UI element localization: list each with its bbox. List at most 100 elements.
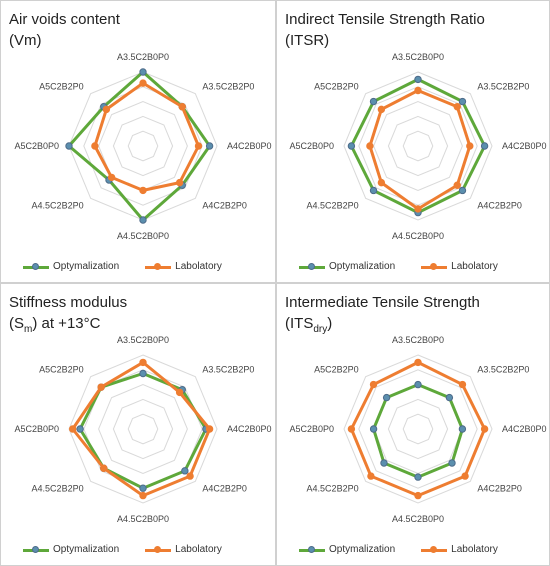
data-point xyxy=(480,142,489,150)
radar-chart: A3.5C2B0P0 A3.5C2B2P0 A4C2B0P0 A4C2B2P0 A4.5… xyxy=(14,52,271,241)
axis-label: A5C2B2P0 xyxy=(314,365,359,375)
axis-label: A5C2B2P0 xyxy=(314,82,359,92)
legend-label: Labolatory xyxy=(175,544,222,555)
data-point xyxy=(414,380,422,389)
legend-label: Labolatory xyxy=(451,261,498,272)
legend: Optymalization Labolatory xyxy=(299,261,498,272)
data-point xyxy=(175,178,184,187)
data-point xyxy=(139,484,147,492)
chart-title: Air voids content (Vm) xyxy=(9,11,120,49)
axis-label: A5C2B2P0 xyxy=(39,82,84,92)
data-point xyxy=(414,75,422,84)
data-point xyxy=(175,388,184,397)
legend-swatch-labolatory xyxy=(421,262,448,271)
data-point xyxy=(458,380,467,389)
legend-item-labolatory: Labolatory xyxy=(145,544,222,555)
chart-panel-its-dry: A3.5C2B0P0 A3.5C2B2P0 A4C2B0P0 A4C2B2P0 A4.5… xyxy=(276,283,550,566)
axis-label: A4C2B2P0 xyxy=(202,483,247,493)
legend-swatch-optymalization xyxy=(299,545,325,554)
data-point xyxy=(205,425,214,433)
data-point xyxy=(178,103,186,111)
legend-swatch-labolatory xyxy=(145,545,172,554)
grid-ring xyxy=(98,384,188,474)
chart-title: Intermediate Tensile Strength (ITSdry) xyxy=(285,294,480,335)
data-point xyxy=(76,425,84,433)
axis-label: A5C2B0P0 xyxy=(289,424,334,434)
axis-label: A4C2B2P0 xyxy=(202,200,247,210)
data-point xyxy=(205,142,214,150)
axis-label: A4.5C2B0P0 xyxy=(392,231,444,241)
grid-ring xyxy=(402,413,434,445)
data-point xyxy=(69,425,77,433)
data-point xyxy=(458,425,467,433)
data-point xyxy=(458,186,467,195)
chart-title: Indirect Tensile Strength Ratio (ITSR) xyxy=(285,11,485,49)
data-point xyxy=(186,472,194,480)
radar-chart: A3.5C2B0P0 A3.5C2B2P0 A4C2B0P0 A4C2B2P0 A4.5… xyxy=(289,52,547,241)
data-point xyxy=(453,103,461,111)
data-point xyxy=(91,142,99,150)
grid-ring xyxy=(373,101,463,191)
data-point xyxy=(466,142,474,150)
legend-item-labolatory: Labolatory xyxy=(421,544,498,555)
grid-ring xyxy=(112,398,174,460)
axis-label: A4C2B0P0 xyxy=(502,424,547,434)
data-point xyxy=(139,186,147,195)
grid-ring xyxy=(127,130,159,162)
data-point xyxy=(461,472,469,480)
data-point xyxy=(194,142,203,150)
grid-ring xyxy=(358,369,478,489)
data-point xyxy=(414,491,422,500)
data-point xyxy=(139,358,147,367)
data-point xyxy=(380,459,388,467)
data-point xyxy=(448,459,456,467)
legend-swatch-optymalization xyxy=(299,262,325,271)
legend-label: Optymalization xyxy=(329,544,396,555)
axis-label: A5C2B0P0 xyxy=(14,424,59,434)
axis-label: A4.5C2B0P0 xyxy=(392,514,444,524)
data-point xyxy=(414,473,422,481)
data-point xyxy=(65,142,73,150)
data-point xyxy=(366,142,374,150)
axis-label: A3.5C2B0P0 xyxy=(392,335,444,345)
data-point xyxy=(369,380,378,389)
axis-label: A4.5C2B2P0 xyxy=(32,200,84,210)
grid-ring xyxy=(343,354,493,504)
data-point xyxy=(100,464,108,472)
axis-label: A4.5C2B0P0 xyxy=(117,514,169,524)
data-point xyxy=(414,86,422,95)
legend-swatch-optymalization xyxy=(23,262,49,271)
grid-ring xyxy=(343,71,493,221)
chart-title: Stiffness modulus (Sm) at +13°C xyxy=(9,294,128,335)
data-point xyxy=(139,79,147,87)
legend-label: Labolatory xyxy=(175,261,222,272)
data-point xyxy=(107,173,116,182)
data-point xyxy=(181,467,189,475)
data-point xyxy=(369,425,378,433)
legend-swatch-labolatory xyxy=(421,545,448,554)
axis-label: A3.5C2B2P0 xyxy=(477,365,529,375)
data-point xyxy=(414,358,422,367)
chart-panel-itsr: A3.5C2B0P0 A3.5C2B2P0 A4C2B0P0 A4C2B2P0 A4.5… xyxy=(276,0,550,283)
legend-swatch-labolatory xyxy=(145,262,172,271)
legend-item-optymalization: Optymalization xyxy=(23,544,119,555)
data-point xyxy=(377,178,386,187)
data-point xyxy=(139,491,147,500)
data-point xyxy=(139,216,147,224)
axis-label: A4C2B0P0 xyxy=(502,141,547,151)
axis-label: A3.5C2B0P0 xyxy=(392,52,444,62)
legend-label: Labolatory xyxy=(451,544,498,555)
axis-label: A4C2B2P0 xyxy=(477,483,522,493)
data-point xyxy=(453,181,461,189)
data-point xyxy=(367,472,375,480)
data-point xyxy=(382,393,391,402)
grid-ring xyxy=(402,130,434,162)
data-point xyxy=(458,97,467,106)
data-point xyxy=(102,105,111,114)
grid-ring xyxy=(127,413,159,445)
data-point xyxy=(139,369,147,378)
data-point xyxy=(377,105,386,114)
grid-ring xyxy=(68,354,218,504)
data-point xyxy=(369,186,378,195)
